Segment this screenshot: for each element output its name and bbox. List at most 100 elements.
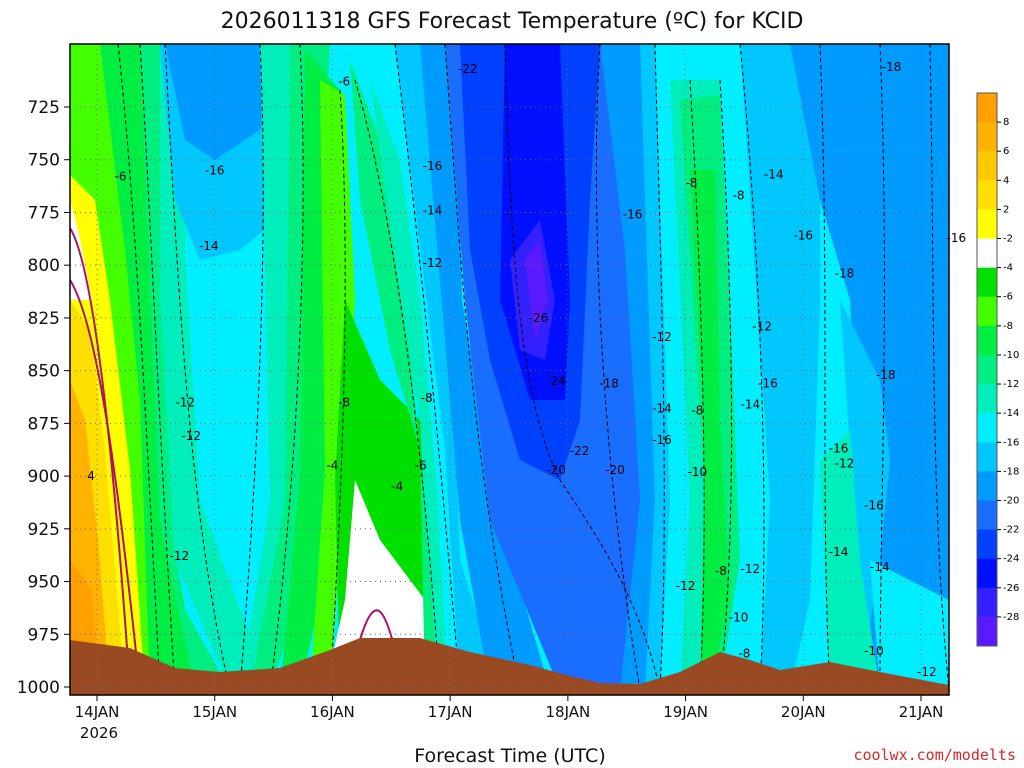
contour-label: -8 (685, 176, 697, 190)
colorbar: 8 6 4 2 -2 -4 -6 -8 -10 -12 -14 -16 -18 -20 -22 -24 -26 -… (976, 92, 1019, 647)
contour-label: -16 (864, 499, 884, 513)
contour-label: -16 (652, 433, 672, 447)
contour-label: -12 (181, 429, 201, 443)
contour-label: -16 (947, 231, 967, 245)
colorbar-swatch (977, 209, 997, 240)
contour-label: -4 (391, 480, 403, 494)
colorbar-label: -26 (1003, 583, 1019, 594)
contour-label: -20 (605, 463, 625, 477)
colorbar-swatch (977, 558, 997, 589)
contour-label: -16 (829, 442, 849, 456)
credit-text: coolwx.com/modelts (853, 746, 1016, 764)
contour-label: -4 (326, 459, 338, 473)
contour-label: -12 (741, 562, 761, 576)
colorbar-swatch (977, 267, 997, 298)
contour-label: -8 (691, 404, 703, 418)
x-tick-label: 14JAN (75, 703, 120, 721)
contour-label: -14 (199, 239, 219, 253)
colorbar-label: -14 (1003, 408, 1019, 419)
colorbar-label: -2 (1003, 234, 1013, 245)
x-tick-label: 15JAN (192, 703, 237, 721)
x-gridlines (96, 44, 922, 695)
y-tick-label: 950 (28, 573, 60, 593)
y-tick-label: 725 (28, 98, 60, 118)
colorbar-swatch (977, 93, 997, 123)
contour-label: -10 (688, 465, 708, 479)
chart-title: 2026011318 GFS Forecast Temperature (ºC)… (221, 9, 804, 34)
contour-label: -10 (864, 644, 884, 658)
contour-label: -6 (415, 459, 427, 473)
colorbar-swatch (977, 471, 997, 501)
colorbar-label: -16 (1003, 437, 1019, 448)
contour-label: -14 (764, 167, 784, 181)
x-tick-label: 19JAN (663, 703, 708, 721)
contour-label: -8 (733, 189, 745, 203)
contour-label: -12 (752, 319, 772, 333)
contour-label: -18 (599, 376, 619, 390)
contour-label: -8 (421, 391, 433, 405)
contour-label: -16 (423, 159, 443, 173)
contour-label: -22 (570, 444, 590, 458)
colorbar-swatch (977, 238, 997, 269)
colorbar-label: -8 (1003, 321, 1013, 332)
colorbar-label: 8 (1003, 117, 1009, 128)
y-tick-label: 975 (28, 625, 60, 645)
colorbar-label: -10 (1003, 350, 1019, 361)
contour-label: -22 (458, 62, 478, 76)
terrain (70, 638, 949, 695)
x-tick-label: 21JAN (899, 703, 944, 721)
contour-label: -14 (423, 203, 443, 217)
contour-label: -6 (115, 170, 127, 184)
contour-label: -8 (738, 646, 750, 660)
colorbar-label: -24 (1003, 554, 1019, 565)
x-tick-label: 20JAN (781, 703, 826, 721)
y-tick-label: 900 (28, 467, 60, 487)
contour-label: 4 (87, 469, 95, 483)
contour-label: -12 (835, 456, 855, 470)
contour-label: -12 (175, 395, 195, 409)
x-axis: 14JAN 15JAN 16JAN 17JAN 18JAN 19JAN 20JAN 21JAN (75, 695, 944, 721)
y-axis: 725 750 775 800 825 850 875 900 925 950 975 1000 (17, 98, 70, 698)
contour-label: -18 (882, 60, 902, 74)
colorbar-label: -4 (1003, 263, 1013, 274)
colorbar-label: -20 (1003, 495, 1019, 506)
contour-lines (117, 44, 949, 691)
contour-label: -12 (676, 579, 696, 593)
x-tick-label: 17JAN (428, 703, 473, 721)
x-axis-label: Forecast Time (UTC) (414, 745, 605, 767)
colorbar-swatch (977, 325, 997, 356)
colorbar-swatch (977, 529, 997, 560)
contour-label: -24 (546, 374, 566, 388)
plot-frame (69, 43, 950, 696)
colorbar-swatch (977, 296, 997, 327)
colorbar-swatch (977, 151, 997, 181)
colorbar-swatch (977, 413, 997, 443)
x-tick-year: 2026 (80, 724, 118, 742)
x-tick-label: 18JAN (545, 703, 590, 721)
y-tick-label: 775 (28, 203, 60, 223)
y-tick-label: 800 (28, 256, 60, 276)
contour-label: -14 (870, 560, 890, 574)
colorbar-label: -28 (1003, 612, 1019, 623)
colorbar-swatch (977, 442, 997, 472)
warm-band-white (70, 200, 92, 300)
colorbar-label: -18 (1003, 466, 1019, 477)
colorbar-label: -6 (1003, 292, 1013, 303)
y-tick-label: 850 (28, 362, 60, 382)
contour-label: -8 (715, 564, 727, 578)
contour-label: -14 (741, 397, 761, 411)
colorbar-label: 2 (1003, 204, 1009, 215)
colorbar-label: 6 (1003, 146, 1009, 157)
contour-label: -12 (917, 665, 937, 679)
contour-label: -26 (529, 311, 549, 325)
y-tick-label: 875 (28, 414, 60, 434)
contour-label: -16 (205, 163, 225, 177)
contour-label: -14 (652, 402, 672, 416)
contour-label: -18 (876, 368, 896, 382)
contour-label: -16 (793, 229, 813, 243)
colorbar-label: -22 (1003, 525, 1019, 536)
colorbar-label: 4 (1003, 175, 1009, 186)
colorbar-label: -12 (1003, 379, 1019, 390)
colorbar-swatch (977, 122, 997, 152)
